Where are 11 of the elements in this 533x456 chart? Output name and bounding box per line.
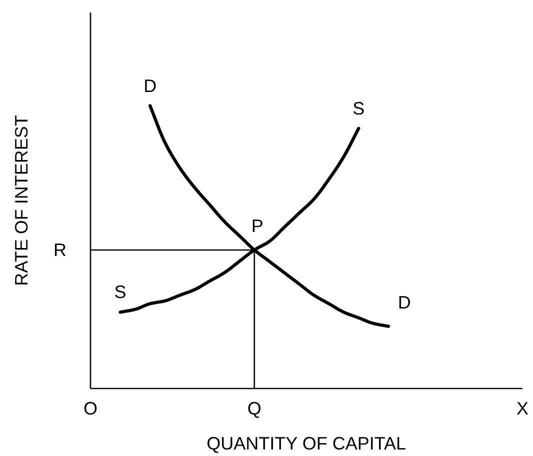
text: S	[352, 98, 365, 118]
series-label: D	[144, 76, 157, 96]
x-axis-title: QUANTITY OF CAPITAL	[206, 434, 406, 454]
series-label: S	[114, 282, 126, 302]
ref-line-label: R	[54, 240, 66, 260]
x-tick-label: X	[516, 398, 529, 418]
annotation: P	[251, 216, 264, 236]
x-tick-label: O	[84, 398, 98, 418]
y-axis-title: RATE OF INTEREST	[12, 115, 32, 286]
text: D	[398, 292, 411, 312]
x-tick-label: Q	[247, 398, 262, 418]
